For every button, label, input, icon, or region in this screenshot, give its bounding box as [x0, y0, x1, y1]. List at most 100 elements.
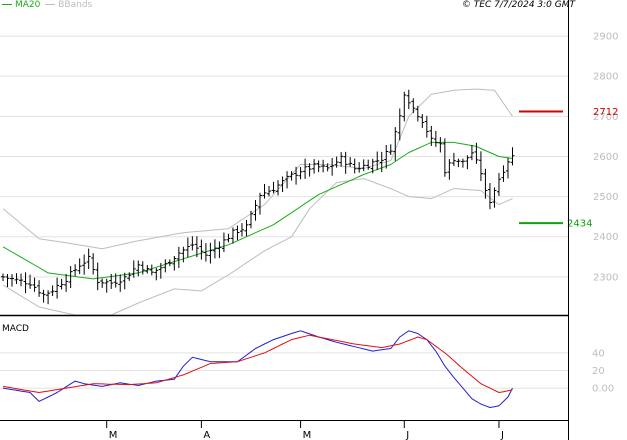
- ohlc-bar: [95, 262, 100, 291]
- price-y-tick-label: 2300: [593, 272, 618, 283]
- ohlc-bar: [465, 155, 470, 170]
- macd-signal-line: [2, 334, 513, 393]
- ohlc-bar: [424, 115, 429, 138]
- ohlc-bar: [492, 187, 497, 208]
- ohlc-bar: [163, 259, 168, 273]
- ohlc-bar: [357, 162, 362, 173]
- macd-y-tick-label: 0.00: [592, 384, 614, 395]
- ohlc-bar: [46, 290, 51, 305]
- ohlc-bar: [429, 125, 434, 146]
- ohlc-bar: [149, 264, 154, 276]
- ohlc-bar: [478, 151, 483, 182]
- ohlc-bar: [451, 152, 456, 166]
- ohlc-bar: [14, 273, 19, 284]
- ohlc-bar: [361, 159, 366, 172]
- ohlc-bar: [280, 176, 285, 193]
- ohlc-bar: [50, 285, 55, 297]
- ohlc-bar: [23, 272, 28, 294]
- ohlc-bar: [321, 159, 326, 173]
- ohlc-bar: [158, 262, 163, 279]
- ohlc-bar: [19, 273, 24, 287]
- ohlc-bar: [194, 236, 199, 258]
- x-tick-label: M: [303, 430, 312, 440]
- ohlc-bar: [496, 173, 501, 196]
- ohlc-bar: [167, 259, 172, 267]
- ohlc-bar: [271, 181, 276, 194]
- ohlc-bar: [185, 237, 190, 258]
- ohlc-bar: [483, 168, 488, 199]
- ohlc-bar: [37, 280, 42, 297]
- ohlc-bar: [312, 159, 317, 174]
- ohlc-bar: [474, 142, 479, 164]
- ohlc-bar: [289, 171, 294, 181]
- ohlc-bar: [438, 137, 443, 153]
- ohlc-bar: [276, 180, 281, 196]
- ohlc-bar: [113, 273, 118, 288]
- ohlc-bar: [487, 183, 492, 210]
- legend-ma20-label: MA20: [15, 0, 41, 10]
- ohlc-bar: [64, 274, 69, 292]
- macd-y-tick-label: 40: [592, 348, 605, 359]
- ma20-line: [2, 141, 513, 280]
- macd-y-tick-label: 20: [592, 366, 605, 377]
- macd-line: [2, 330, 513, 408]
- price-y-tick-label: 2700: [593, 112, 618, 123]
- ohlc-bar: [267, 185, 272, 197]
- ohlc-bar: [122, 272, 127, 290]
- price-y-tick-label: 2600: [593, 152, 618, 163]
- ohlc-bar: [104, 278, 109, 293]
- ohlc-bar: [510, 147, 515, 166]
- ohlc-bar: [248, 210, 253, 229]
- price-y-tick-label: 2900: [593, 32, 618, 43]
- ohlc-bar: [235, 225, 240, 241]
- ohlc-bar: [406, 89, 411, 110]
- price-y-tick-label: 2400: [593, 232, 618, 243]
- ohlc-bar: [352, 158, 357, 174]
- ohlc-bar: [285, 171, 290, 189]
- ohlc-bar: [411, 98, 416, 114]
- ohlc-bar: [118, 274, 123, 292]
- ohlc-bar: [140, 261, 145, 275]
- ohlc-bar: [325, 163, 330, 172]
- ohlc-bar: [100, 278, 105, 288]
- ohlc-bar: [68, 266, 73, 288]
- ohlc-bar: [303, 158, 308, 179]
- ohlc-bar: [86, 248, 91, 269]
- ohlc-bar: [298, 167, 303, 180]
- ohlc-bar: [28, 274, 33, 289]
- x-tick-label: A: [203, 430, 210, 440]
- ohlc-bar: [456, 158, 461, 168]
- ohlc-bar: [5, 273, 10, 288]
- ohlc-bar: [384, 144, 389, 169]
- ohlc-bar: [402, 91, 407, 122]
- ohlc-bar: [127, 272, 132, 281]
- ohlc-bar: [77, 258, 82, 275]
- ohlc-bar: [217, 241, 222, 259]
- ohlc-bar: [91, 253, 96, 275]
- ohlc-bar: [190, 236, 195, 251]
- price-y-tick-label: 2800: [593, 72, 618, 83]
- ohlc-bar: [1, 273, 5, 282]
- ohlc-bar: [55, 277, 60, 299]
- ohlc-bar: [294, 166, 299, 185]
- ohlc-bar: [239, 223, 244, 237]
- ohlc-bar: [258, 192, 262, 215]
- bbands-lower-line: [2, 178, 513, 316]
- ohlc-bar: [415, 105, 420, 122]
- ohlc-bar: [505, 157, 510, 179]
- ohlc-bar: [388, 144, 393, 155]
- ohlc-bar: [199, 239, 204, 260]
- x-tick-label: J: [500, 430, 504, 440]
- chart-credit: © TEC 7/7/2024 3:0 GMT: [461, 0, 575, 10]
- x-tick-label: J: [405, 430, 409, 440]
- price-panel: [0, 35, 568, 316]
- ohlc-bar: [244, 219, 249, 237]
- ohlc-bar: [32, 277, 37, 292]
- macd-panel: MACD: [0, 324, 568, 408]
- ohlc-bar: [433, 130, 438, 147]
- ohlc-bar: [253, 200, 258, 221]
- ohlc-bar: [145, 264, 150, 274]
- ohlc-bar: [212, 239, 217, 259]
